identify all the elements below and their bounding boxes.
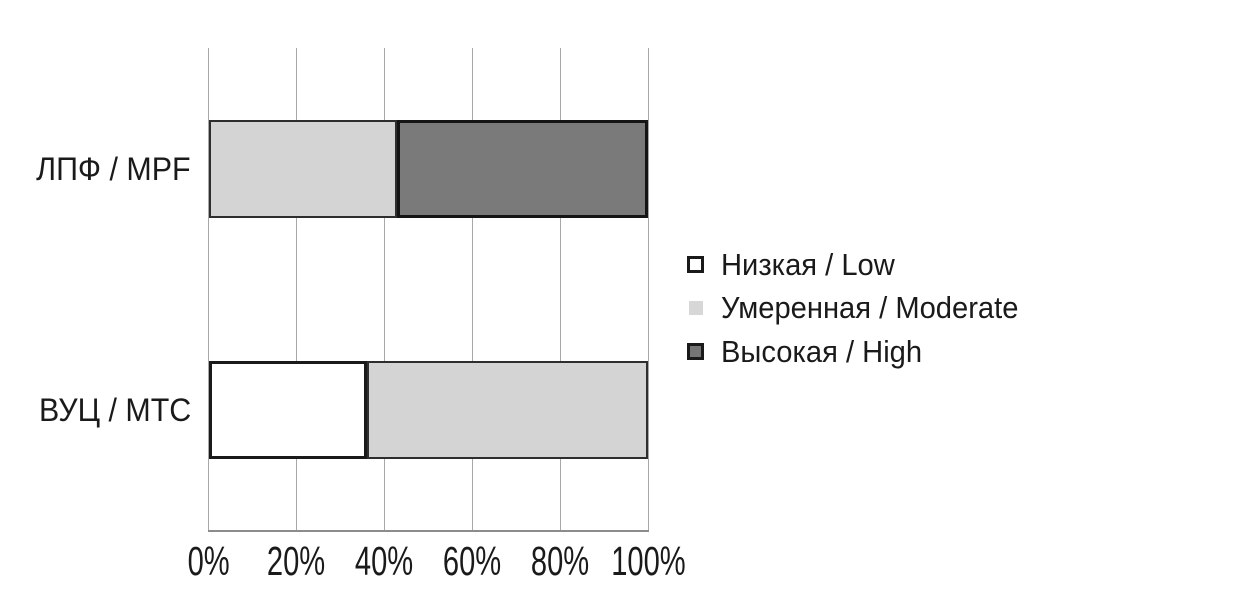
x-axis-tick-label-text: 60% xyxy=(443,538,502,584)
x-axis-tick-label-text: 20% xyxy=(267,538,326,584)
x-axis-tick-label: 20% xyxy=(226,538,366,584)
x-axis-tick-label: 100% xyxy=(578,538,718,584)
plot-area xyxy=(208,48,649,531)
x-axis-line xyxy=(208,529,649,532)
legend-label-moderate: Умеренная / Moderate xyxy=(721,290,1037,326)
x-axis-tick-label: 60% xyxy=(402,538,542,584)
legend-item-low: Низкая / Low xyxy=(687,243,1037,287)
gridline xyxy=(208,48,209,531)
gridline xyxy=(559,48,561,531)
legend-swatch-low-icon xyxy=(687,256,704,274)
legend-label-high-text: Высокая / High xyxy=(721,333,923,369)
legend-item-moderate: Умеренная / Moderate xyxy=(687,287,1037,331)
bar-segment-moderate-0 xyxy=(208,119,398,218)
x-axis-tick-label-text: 40% xyxy=(355,538,414,584)
legend-swatch-moderate-icon xyxy=(687,300,704,317)
bar-segment-high-0 xyxy=(397,119,648,218)
legend-label-low: Низкая / Low xyxy=(721,247,906,283)
x-axis-tick-label-text: 0% xyxy=(187,538,230,584)
legend-label-high: Высокая / High xyxy=(721,334,935,370)
legend: Низкая / Low Умеренная / Moderate Высока… xyxy=(687,243,1037,374)
category-label-text: ВУЦ / МТС xyxy=(38,392,191,429)
category-label: ЛПФ / MPF xyxy=(0,147,191,191)
legend-swatch-high-icon xyxy=(687,343,704,361)
legend-item-high: Высокая / High xyxy=(687,330,1037,374)
gridline xyxy=(647,48,649,531)
gridline xyxy=(471,48,473,531)
gridline xyxy=(295,48,297,531)
gridline xyxy=(383,48,385,531)
bar-segment-low-1 xyxy=(208,361,367,460)
x-axis-tick-label-text: 100% xyxy=(610,538,686,584)
category-label: ВУЦ / МТС xyxy=(0,388,191,432)
x-axis-tick-label: 80% xyxy=(490,538,630,584)
legend-label-low-text: Низкая / Low xyxy=(721,246,895,282)
category-label-text: ЛПФ / MPF xyxy=(36,150,191,187)
bar-segment-moderate-1 xyxy=(366,361,648,460)
x-axis-tick-label-text: 80% xyxy=(530,538,590,584)
legend-label-moderate-text: Умеренная / Moderate xyxy=(721,290,1019,326)
x-axis-tick-label: 0% xyxy=(139,538,279,584)
x-axis-tick-label: 40% xyxy=(314,538,454,584)
